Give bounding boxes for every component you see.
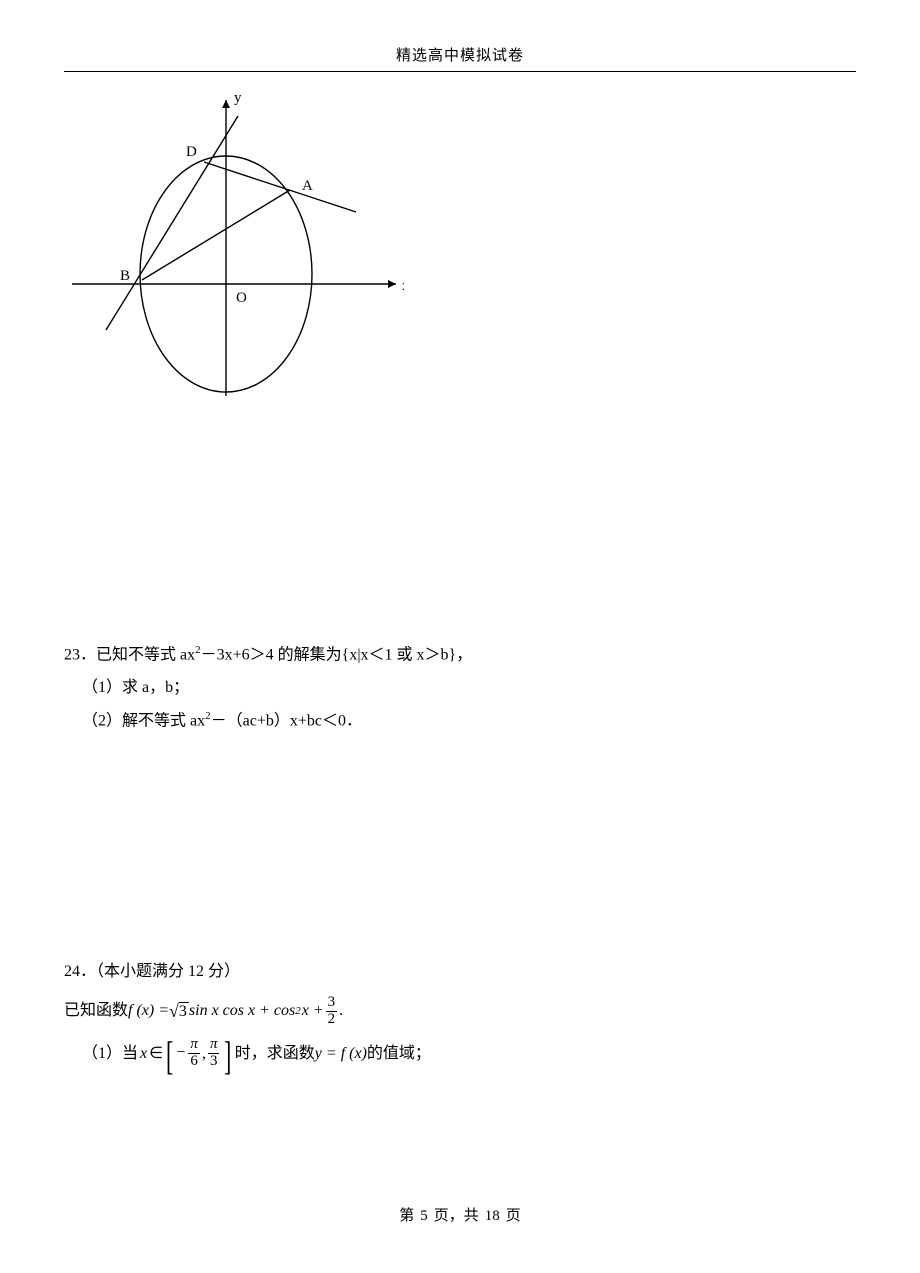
p24-s1-mid: 时，求函数 (235, 1046, 315, 1062)
comma: , (202, 1046, 206, 1062)
svg-text:y: y (234, 90, 242, 106)
footer-page: 5 (420, 1208, 428, 1224)
p24-yeq: y = f (x) (315, 1046, 367, 1062)
footer-a: 第 (399, 1208, 414, 1224)
footer-c: 页 (506, 1208, 521, 1224)
p23-l1a: 已知不等式 (96, 646, 180, 663)
pi-2: π (208, 1037, 220, 1053)
svg-text:B: B (120, 268, 130, 284)
svg-text:D: D (186, 144, 197, 160)
p24-xin: x (140, 1046, 147, 1062)
frac-den: 2 (326, 1012, 338, 1028)
sqrt-body: 3 (179, 1002, 189, 1021)
frac-pi-3: π 3 (208, 1037, 220, 1070)
spacer-2 (64, 746, 856, 956)
radical-sign: √ (169, 1002, 179, 1020)
frac-num: 3 (326, 995, 338, 1011)
frac-pi-6: π 6 (188, 1037, 200, 1070)
neg-sign: − (176, 1037, 185, 1070)
p24-trig-tail: x + (302, 1003, 324, 1019)
p24-flhs: f (x) = (128, 1003, 169, 1019)
ellipse-diagram: x y O A D B (64, 84, 856, 409)
p24-sub1: （1）当 x ∈ [ − π 6 , π 3 ] 时，求函数 y = f (x)… (64, 1037, 856, 1070)
p23-ax: ax (180, 646, 195, 663)
pi-1: π (188, 1037, 200, 1053)
footer-total: 18 (485, 1208, 500, 1224)
p24-period: . (339, 1003, 343, 1019)
spacer-1 (64, 409, 856, 639)
header-title: 精选高中模拟试卷 (396, 48, 524, 64)
p24-s1-tail: 的值域； (367, 1046, 431, 1062)
p24-formula: 已知函数 f (x) = √ 3 sin x cos x + cos2 x + … (64, 995, 856, 1028)
sqrt-icon: √ 3 (169, 1002, 189, 1021)
footer-b: 页，共 (434, 1208, 479, 1224)
p23-num: 23． (64, 646, 96, 663)
p24-trig: sin x cos x + cos (189, 1003, 295, 1019)
p24-pre: 已知函数 (64, 1003, 128, 1019)
p24-line1: 24．（本小题满分 12 分） (64, 956, 856, 989)
bracket-left-icon: [ (166, 1040, 173, 1072)
p23-s2-ax: ax (190, 712, 205, 729)
p23-s2c: －（ac+b）x+bc＜0． (211, 712, 362, 729)
p23-sub2: （2）解不等式 ax2－（ac+b）x+bc＜0． (64, 705, 856, 738)
svg-text:A: A (302, 178, 313, 194)
den-6: 6 (188, 1054, 200, 1070)
problem-24: 24．（本小题满分 12 分） 已知函数 f (x) = √ 3 sin x c… (64, 956, 856, 1070)
p24-l1: （本小题满分 12 分） (96, 963, 240, 980)
p24-s1-pre: （1）当 (82, 1046, 138, 1062)
p23-l1c: －3x+6＞4 的解集为{x|x＜1 或 x＞b}， (201, 646, 473, 663)
elem-icon: ∈ (149, 1046, 163, 1062)
header-rule (64, 71, 856, 72)
page-header: 精选高中模拟试卷 (64, 44, 856, 71)
p24-num: 24． (64, 963, 96, 980)
frac-3-2: 3 2 (326, 995, 338, 1028)
problem-23: 23．已知不等式 ax2－3x+6＞4 的解集为{x|x＜1 或 x＞b}， （… (64, 639, 856, 738)
diagram-svg: x y O A D B (64, 84, 404, 404)
bracket-right-icon: ] (224, 1040, 231, 1072)
p24-trig-sup: 2 (295, 1006, 301, 1017)
svg-text:x: x (402, 278, 404, 294)
p23-line1: 23．已知不等式 ax2－3x+6＞4 的解集为{x|x＜1 或 x＞b}， (64, 639, 856, 672)
p23-s2a: （2）解不等式 (82, 712, 190, 729)
svg-text:O: O (236, 290, 247, 306)
p23-sub1: （1）求 a，b； (64, 672, 856, 705)
den-3: 3 (208, 1054, 220, 1070)
page-footer: 第5 页，共 18 页 (0, 1204, 920, 1225)
